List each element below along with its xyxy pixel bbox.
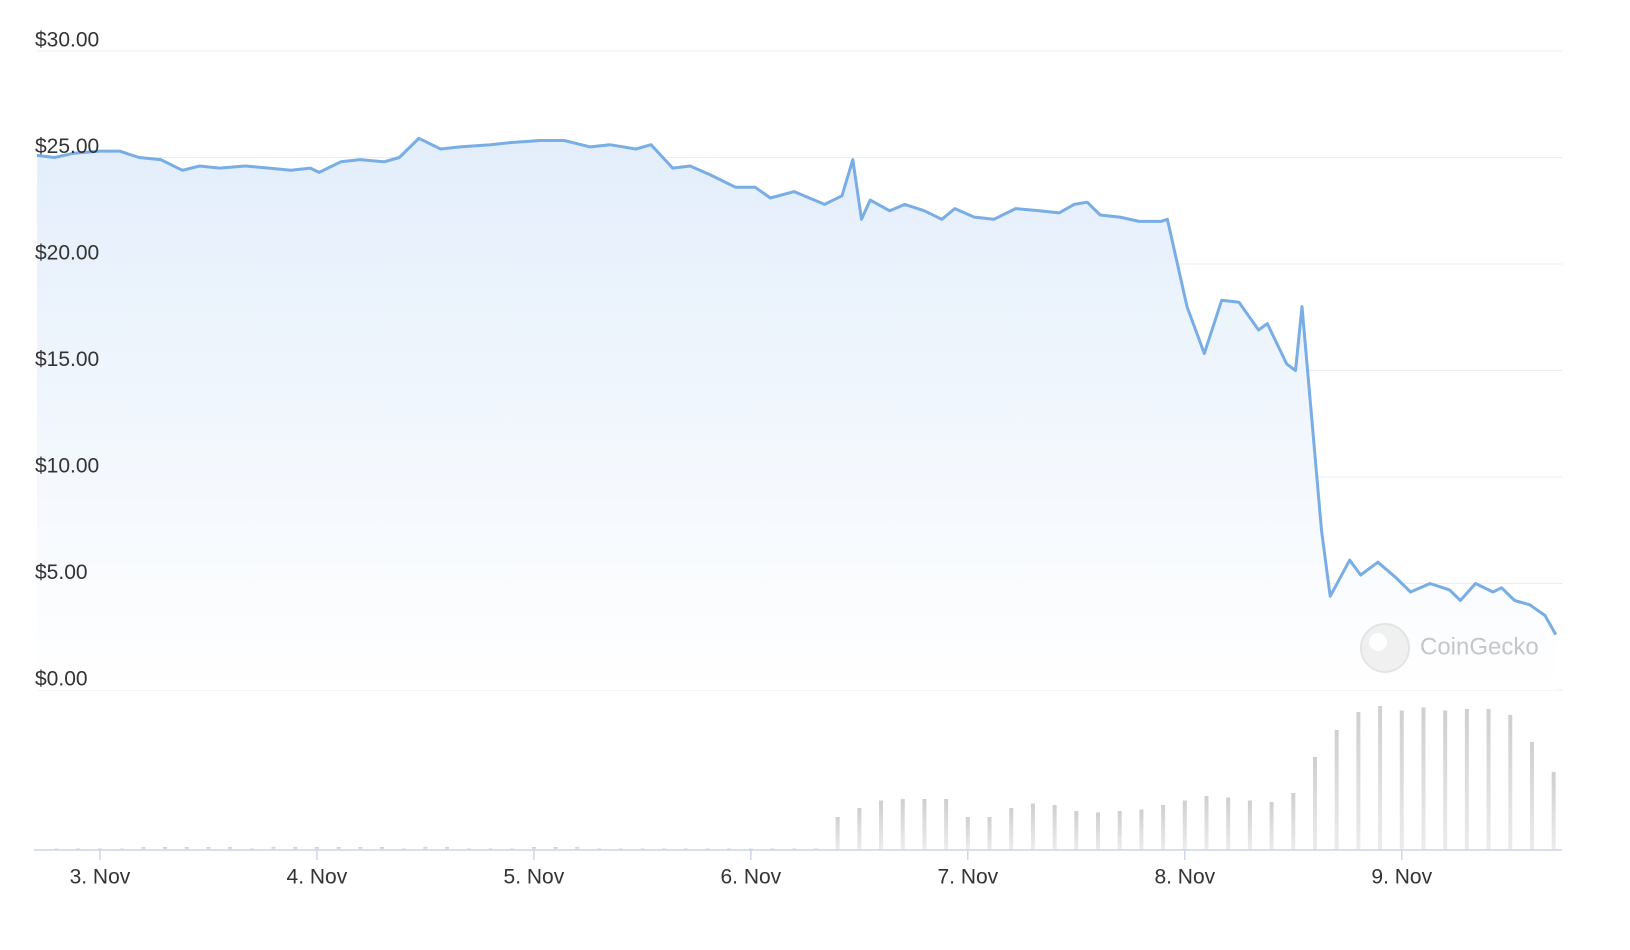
volume-bar (379, 847, 384, 850)
volume-bar (531, 847, 536, 850)
volume-bar (857, 808, 862, 850)
volume-bar (271, 847, 276, 850)
volume-bar (314, 847, 319, 850)
volume-bar (944, 799, 949, 850)
volume-bar (1291, 793, 1296, 850)
y-tick-label: $20.00 (35, 242, 99, 265)
volume-bar (1464, 709, 1469, 850)
x-tick-label: 3. Nov (70, 866, 131, 889)
x-tick-label: 8. Nov (1154, 866, 1215, 889)
volume-bar (336, 847, 341, 850)
x-tick-label: 9. Nov (1371, 866, 1432, 889)
volume-bar (358, 847, 363, 850)
x-tick-label: 6. Nov (720, 866, 781, 889)
watermark: CoinGecko (1360, 623, 1539, 673)
volume-bar (1074, 811, 1079, 850)
volume-bar (553, 847, 558, 850)
volume-bar (835, 817, 840, 850)
watermark-logo-eye (1369, 633, 1387, 651)
volume-bar (1334, 730, 1339, 850)
volume-bar (1356, 712, 1361, 850)
volume-bar (1030, 803, 1035, 850)
volume-bar (1443, 710, 1448, 850)
volume-bar (1161, 805, 1166, 850)
watermark-text: CoinGecko (1420, 633, 1539, 660)
x-tick-label: 5. Nov (504, 866, 565, 889)
volume-bar (1226, 797, 1231, 850)
x-tick-label: 4. Nov (287, 866, 348, 889)
volume-bar (184, 847, 189, 850)
volume-bar (228, 847, 233, 850)
volume-bar (1247, 800, 1252, 850)
volume-bar (1551, 772, 1556, 850)
volume-bar (575, 847, 580, 850)
volume-bar (879, 800, 884, 850)
volume-bar (141, 847, 146, 850)
volume-bar (206, 847, 211, 850)
axes: $0.00 $5.00 $10.00 $15.00 $20.00 $25.00 $30.00… (34, 29, 1562, 889)
volume-bar (1096, 812, 1101, 850)
price-line (36, 136, 1558, 636)
y-tick-label: $10.00 (35, 455, 99, 478)
volume-bar (1182, 800, 1187, 850)
y-tick-label: $5.00 (35, 561, 88, 584)
volume-bar (987, 817, 992, 850)
volume-bar (1421, 707, 1426, 850)
volume-bar (1486, 709, 1491, 850)
volume-bar (922, 799, 927, 850)
volume-bar (423, 847, 428, 850)
volume-bar (1508, 715, 1513, 850)
y-tick-label: $30.00 (35, 29, 99, 52)
volume-bar (1009, 808, 1014, 850)
y-tick-label: $0.00 (35, 668, 88, 691)
price-area (37, 138, 1556, 691)
volume-bar (293, 847, 298, 850)
plot-area (36, 136, 1558, 691)
volume-bar (1378, 706, 1383, 850)
volume-bar (1204, 796, 1209, 850)
watermark-logo (1360, 623, 1410, 673)
volume-bars (54, 706, 1556, 850)
volume-bar (1117, 811, 1122, 850)
volume-bar (900, 799, 905, 850)
volume-bar (1269, 802, 1274, 850)
volume-bar (965, 817, 970, 850)
volume-bar (1052, 805, 1057, 850)
y-tick-label: $15.00 (35, 348, 99, 371)
y-tick-label: $25.00 (35, 135, 99, 158)
volume-bar (163, 847, 168, 850)
volume-bar (445, 847, 450, 850)
x-tick-label: 7. Nov (937, 866, 998, 889)
volume-bar (1139, 809, 1144, 850)
volume-bar (1312, 757, 1317, 850)
volume-bar (1529, 742, 1534, 850)
volume-bar (1399, 710, 1404, 850)
